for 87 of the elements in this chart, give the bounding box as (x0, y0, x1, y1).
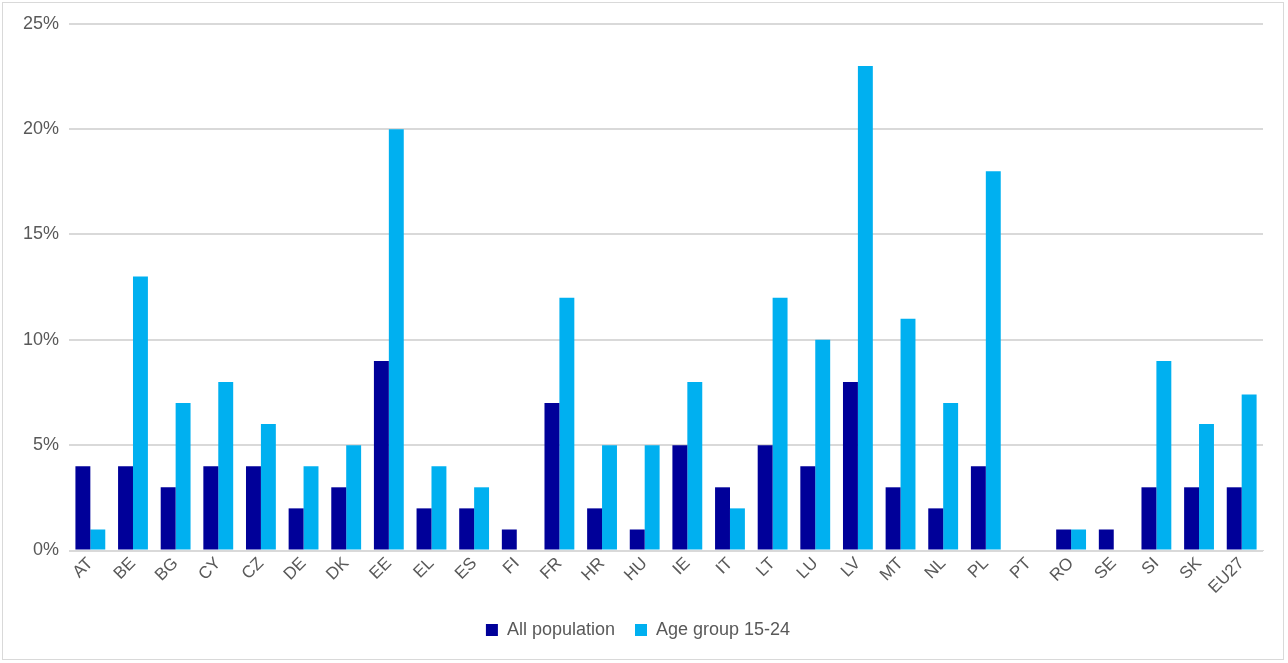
y-tick-label: 25% (23, 12, 60, 33)
x-tick-label: EL (409, 553, 438, 582)
bar (160, 487, 176, 550)
bar (474, 487, 490, 550)
bar (245, 466, 261, 550)
bar (885, 487, 901, 550)
x-tick-label: RO (1045, 553, 1078, 585)
bar (1098, 529, 1114, 550)
bar (132, 276, 148, 550)
bar (729, 508, 745, 550)
bar (260, 424, 276, 550)
x-tick-label: HR (577, 553, 609, 585)
bar (687, 381, 703, 550)
x-tick-label: DK (322, 552, 353, 584)
bar (672, 445, 688, 550)
y-tick-label: 15% (23, 223, 60, 244)
bar (1156, 360, 1172, 550)
bar (985, 171, 1001, 550)
bar (842, 381, 858, 550)
bar (388, 129, 404, 550)
bar (346, 445, 362, 550)
y-tick-label: 20% (23, 118, 60, 139)
x-tick-label: PT (1005, 553, 1035, 583)
bar (331, 487, 347, 550)
bar (772, 297, 788, 550)
bar (373, 360, 389, 550)
x-tick-label: DE (279, 553, 310, 584)
bar (559, 297, 575, 550)
x-tick-label: IE (668, 553, 694, 579)
bar (303, 466, 319, 550)
bar (118, 466, 133, 550)
bar (970, 466, 986, 550)
x-tick-label: FR (536, 553, 566, 583)
y-tick-label: 10% (23, 328, 60, 349)
bar (928, 508, 944, 550)
x-tick-label: IT (712, 553, 737, 578)
x-tick-label: SI (1137, 553, 1163, 579)
bar (1184, 487, 1200, 550)
bar (459, 508, 475, 550)
bar (501, 529, 517, 550)
x-tick-label: MT (875, 553, 907, 585)
x-tick-label: EE (365, 553, 395, 583)
bar (544, 403, 560, 550)
bar (757, 445, 773, 550)
y-tick-label: 0% (33, 539, 60, 560)
legend-label: Age group 15-24 (655, 618, 791, 639)
x-tick-label: ES (450, 553, 481, 583)
x-tick-label: BE (109, 553, 140, 583)
bar (800, 466, 816, 550)
bar (175, 403, 191, 550)
bar (1071, 529, 1087, 550)
bar (1056, 529, 1072, 550)
bar (1141, 487, 1157, 550)
bar (715, 487, 730, 550)
bar (602, 445, 617, 550)
x-tick-label: SE (1090, 553, 1120, 583)
x-tick-label: LU (792, 553, 822, 583)
x-tick-label: HU (620, 553, 651, 585)
bar (203, 466, 219, 550)
x-tick-label: BG (150, 553, 182, 585)
bar (218, 381, 234, 550)
x-tick-label: LT (752, 553, 779, 580)
legend-label: All population (506, 618, 615, 639)
bar (1226, 487, 1242, 550)
bar (815, 339, 831, 550)
x-tick-label: PL (963, 553, 992, 582)
bar (1199, 424, 1214, 550)
bar (587, 508, 603, 550)
bar (943, 403, 959, 550)
bar (857, 65, 873, 550)
bar (900, 318, 916, 550)
bar (288, 508, 304, 550)
x-tick-label: SK (1175, 552, 1206, 583)
bar (416, 508, 432, 550)
bar (644, 445, 660, 550)
x-tick-label: NL (920, 553, 950, 583)
bar (1241, 394, 1257, 550)
x-tick-label: AT (68, 553, 97, 582)
bar (75, 466, 91, 550)
bar (629, 529, 645, 550)
bar (431, 466, 447, 550)
x-tick-label: CY (194, 553, 225, 584)
x-tick-label: CZ (237, 553, 268, 583)
x-tick-label: FI (498, 553, 523, 578)
y-tick-label: 5% (33, 434, 60, 455)
bar (90, 529, 106, 550)
x-tick-label: LV (836, 552, 865, 581)
